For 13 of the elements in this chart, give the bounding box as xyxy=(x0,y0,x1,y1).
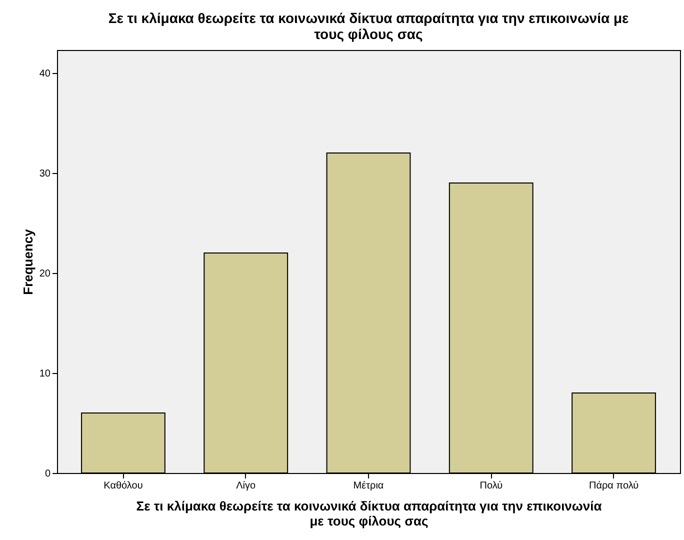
y-tick-label: 20 xyxy=(39,268,51,280)
y-axis-title: Frequency xyxy=(20,228,36,295)
y-tick-label: 30 xyxy=(39,168,51,180)
x-tick-label: Καθόλου xyxy=(104,480,143,492)
x-tick-label: Λίγο xyxy=(236,480,256,492)
y-tick-label: 10 xyxy=(39,368,51,380)
x-tick-label: Πολύ xyxy=(480,480,503,492)
x-tick-label: Πάρα πολύ xyxy=(588,480,639,492)
chart-title: Σε τι κλίμακα θεωρείτε τα κοινωνικά δίκτυα απαραίτητα για την επικοινωνία με τους φίλους σας xyxy=(108,10,630,42)
y-tick-label: 0 xyxy=(44,468,51,480)
y-tick-label: 40 xyxy=(39,68,51,80)
x-axis-title: Σε τι κλίμακα θεωρείτε τα κοινωνικά δίκτυα απαραίτητα για την επικοινωνία με τους φίλους σας xyxy=(136,498,602,528)
x-tick-label: Μέτρια xyxy=(353,480,384,492)
